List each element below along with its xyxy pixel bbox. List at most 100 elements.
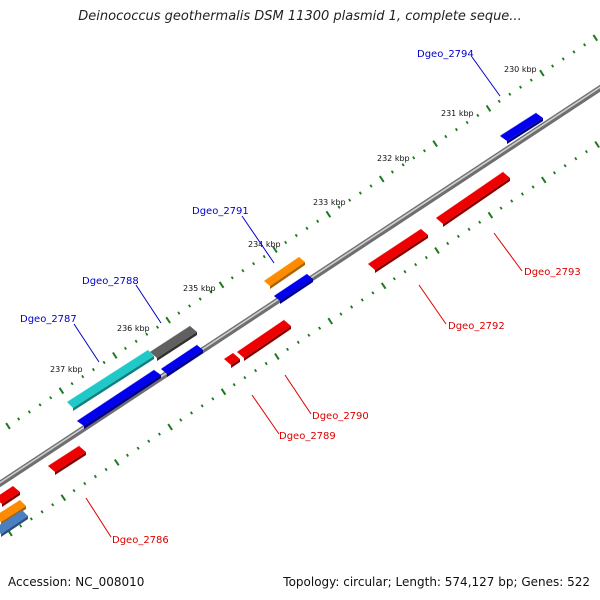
inner-tick-7 (83, 481, 87, 486)
inner-tick-55 (594, 141, 600, 149)
label-dgeo-2792[interactable]: Dgeo_2792 (448, 321, 505, 332)
scale-label-233: 233 kbp (313, 198, 346, 207)
label-dgeo-2789[interactable]: Dgeo_2789 (279, 431, 336, 442)
inner-tick-2 (29, 517, 33, 521)
forward-strand-genes (67, 112, 543, 429)
label-dgeo-2786[interactable]: Dgeo_2786 (112, 535, 169, 546)
leader-dgeo-2790 (284, 374, 312, 415)
outer-tick-39 (422, 149, 426, 153)
inner-tick-49 (531, 185, 535, 189)
inner-tick-37 (403, 270, 407, 274)
leader-dgeo-2793 (493, 232, 523, 272)
scale-label-235: 235 kbp (183, 284, 216, 293)
outer-tick-10 (112, 351, 118, 359)
inner-tick-50 (540, 176, 547, 184)
label-link-dgeo-2793[interactable]: Dgeo_2793 (524, 267, 581, 278)
inner-tick-3 (40, 510, 44, 514)
label-dgeo-2790[interactable]: Dgeo_2790 (312, 411, 369, 422)
label-link-dgeo-2789[interactable]: Dgeo_2789 (279, 431, 336, 442)
gene-arrow-dgeo-2794[interactable] (500, 112, 543, 144)
gene-arrow-dgeo-2786[interactable] (48, 445, 86, 475)
inner-tick-54 (584, 150, 588, 154)
gene-arrow-forward-blue-3[interactable] (77, 369, 161, 429)
inner-tick-26 (286, 347, 290, 351)
inner-tick-6 (72, 489, 76, 493)
inner-tick-40 (434, 247, 440, 254)
inner-tick-17 (189, 411, 194, 415)
label-dgeo-2788[interactable]: Dgeo_2788 (82, 276, 139, 287)
gene-arrow-dgeo-2791[interactable] (264, 256, 305, 289)
outer-tick-5 (58, 387, 65, 395)
label-dgeo-2787[interactable]: Dgeo_2787 (20, 314, 77, 325)
inner-tick-25 (274, 352, 280, 360)
gene-arrow-dgeo-2793-b[interactable] (368, 228, 428, 273)
inner-tick-18 (200, 404, 204, 408)
outer-tick-26 (284, 240, 288, 245)
outer-tick-48 (519, 85, 523, 89)
reverse-strand-genes (0, 171, 510, 537)
inner-tick-24 (264, 361, 268, 366)
inner-tick-20 (220, 388, 227, 396)
genome-stats-text: Topology: circular; Length: 574,127 bp; … (283, 575, 590, 589)
gene-arrow-dgeo-2787[interactable] (67, 349, 154, 411)
inner-tick-16 (179, 418, 183, 422)
outer-tick-53 (572, 50, 576, 54)
inner-tick-12 (136, 446, 140, 450)
gene-arrow-forward-blue-1[interactable] (274, 273, 313, 304)
inner-tick-38 (414, 263, 418, 267)
outer-tick-4 (49, 396, 53, 400)
scale-label-234: 234 kbp (248, 240, 281, 249)
gene-arrow-forward-blue-2[interactable] (161, 344, 203, 377)
accession-text: Accession: NC_008010 (8, 575, 145, 589)
gene-arrow-dgeo-2789[interactable] (224, 353, 240, 368)
inner-tick-48 (520, 192, 524, 196)
label-link-dgeo-2791[interactable]: Dgeo_2791 (192, 206, 249, 217)
map-title: Deinococcus geothermalis DSM 11300 plasm… (78, 9, 522, 24)
label-link-dgeo-2790[interactable]: Dgeo_2790 (312, 411, 369, 422)
scale-label-237: 237 kbp (50, 365, 83, 374)
label-link-dgeo-2788[interactable]: Dgeo_2788 (82, 276, 139, 287)
leader-dgeo-2786 (85, 497, 112, 538)
leader-dgeo-2789 (251, 394, 280, 435)
inner-tick-13 (147, 439, 151, 443)
outer-tick-45 (485, 104, 492, 112)
inner-tick-53 (574, 157, 578, 161)
scale-label-231: 231 kbp (441, 109, 474, 118)
inner-tick-46 (499, 206, 503, 210)
outer-tick-37 (401, 163, 405, 167)
scale-label-230: 230 kbp (504, 65, 537, 74)
inner-tick-8 (93, 474, 97, 479)
gene-arrow-dgeo-2790[interactable] (237, 319, 291, 361)
inner-tick-36 (392, 277, 396, 281)
leader-dgeo-2794 (471, 56, 501, 97)
label-link-dgeo-2787[interactable]: Dgeo_2787 (20, 314, 77, 325)
inner-tick-47 (510, 199, 514, 203)
inner-tick-4 (51, 503, 55, 507)
label-dgeo-2793[interactable]: Dgeo_2793 (524, 267, 581, 278)
outer-tick-23 (252, 261, 256, 266)
outer-tick-11 (123, 346, 127, 350)
inner-tick-45 (487, 211, 494, 219)
outer-tick-50 (539, 69, 545, 77)
outer-tick-41 (444, 134, 448, 139)
gene-arrow-dgeo-2788[interactable] (150, 325, 197, 361)
gene-arrow-dgeo-2793-a[interactable] (436, 171, 510, 227)
outer-tick-44 (476, 113, 480, 118)
label-dgeo-2791[interactable]: Dgeo_2791 (192, 206, 249, 217)
label-dgeo-2794[interactable]: Dgeo_2794 (417, 49, 474, 60)
outer-tick-3 (38, 403, 42, 407)
inner-tick-29 (318, 326, 322, 330)
gene-labels: Dgeo_2794 Dgeo_2791 Dgeo_2788 Dgeo_2787 … (20, 49, 581, 546)
outer-tick-55 (592, 34, 599, 42)
leader-dgeo-2792 (418, 284, 447, 325)
outer-tick-47 (508, 92, 512, 96)
scale-label-236: 236 kbp (117, 324, 150, 333)
outer-tick-15 (165, 316, 171, 324)
label-link-dgeo-2786[interactable]: Dgeo_2786 (112, 535, 169, 546)
inner-tick-27 (296, 340, 300, 344)
label-link-dgeo-2792[interactable]: Dgeo_2792 (448, 321, 505, 332)
gene-arrow-reverse-red-edge[interactable] (0, 486, 20, 507)
inner-tick-19 (211, 397, 215, 401)
gene-arrow-reverse-steelblue-edge[interactable] (0, 510, 28, 537)
label-link-dgeo-2794[interactable]: Dgeo_2794 (417, 49, 474, 60)
